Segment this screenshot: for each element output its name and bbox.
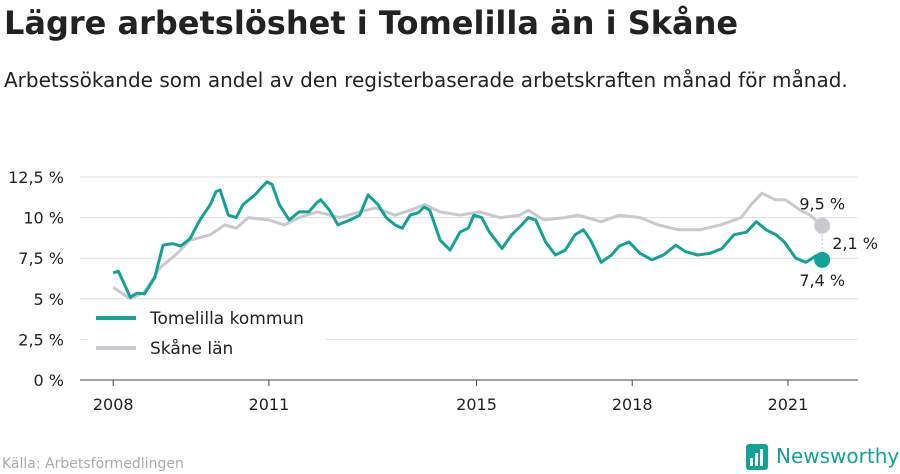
legend-bg (88, 302, 326, 364)
brand-logo: Newsworthy (746, 444, 899, 470)
end-label: 9,5 % (799, 195, 845, 214)
x-tick-label: 2021 (768, 395, 809, 414)
legend-label: Tomelilla kommun (149, 309, 304, 329)
x-tick-label: 2018 (612, 395, 653, 414)
y-tick-label: 10 % (23, 209, 64, 228)
y-tick-label: 2,5 % (18, 330, 64, 349)
subtitle-box: Arbetssökande som andel av den registerb… (4, 68, 848, 92)
x-tick-label: 2011 (249, 395, 290, 414)
x-tick-label: 2015 (456, 395, 497, 414)
y-tick-label: 12,5 % (8, 168, 64, 187)
brand-name: Newsworthy (776, 444, 899, 468)
end-point (814, 217, 831, 234)
y-tick-label: 5 % (34, 290, 64, 309)
logo-bar (750, 458, 753, 466)
x-tick-label: 2008 (93, 395, 134, 414)
logo-bar (755, 453, 758, 466)
logo-bar (760, 449, 763, 466)
end-label: 7,4 % (799, 271, 845, 290)
chart-subtitle: Arbetssökande som andel av den registerb… (4, 68, 848, 92)
line (112, 191, 824, 301)
line (112, 180, 824, 299)
y-tick-label: 0 % (34, 371, 64, 390)
y-tick-label: 7,5 % (18, 249, 64, 268)
legend-label: Skåne län (150, 338, 233, 359)
difference-label: 2,1 % (832, 234, 878, 253)
source: Källa: Arbetsförmedlingen (2, 456, 184, 472)
chart-title: Lägre arbetslöshet i Tomelilla än i Skån… (4, 4, 738, 42)
end-point (814, 251, 831, 268)
